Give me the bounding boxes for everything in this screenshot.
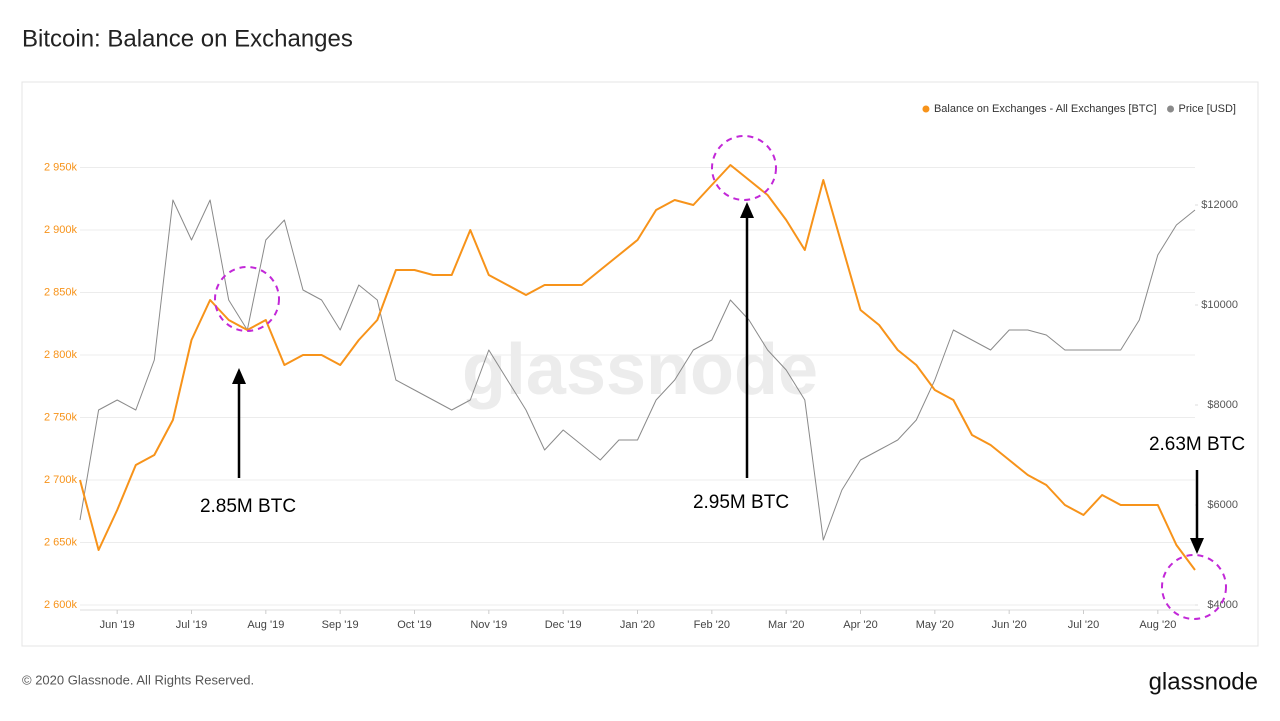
x-tick-label: Aug '19 [247, 619, 284, 631]
x-tick-label: Aug '20 [1139, 619, 1176, 631]
circle [1161, 554, 1227, 620]
x-tick-label: May '20 [916, 619, 954, 631]
y2-tick-label: $12000 [1201, 199, 1238, 211]
y2-tick-label: $4000 [1207, 599, 1238, 611]
series-line [79, 199, 1196, 541]
y-tick-label: 2 900k [44, 224, 78, 236]
copyright: © 2020 Glassnode. All Rights Reserved. [22, 672, 254, 687]
x-tick-label: Mar '20 [768, 619, 804, 631]
x-tick-label: Nov '19 [470, 619, 507, 631]
y2-tick-label: $10000 [1201, 299, 1238, 311]
circle [711, 135, 777, 201]
y-tick-label: 2 650k [44, 536, 78, 548]
x-tick-label: Apr '20 [843, 619, 878, 631]
series-line [79, 164, 1196, 571]
y2-tick-label: $8000 [1207, 399, 1238, 411]
x-tick-label: Jul '19 [176, 619, 207, 631]
annotation: 2.85M BTC [200, 496, 296, 517]
x-tick-label: Dec '19 [545, 619, 582, 631]
x-tick-label: Jul '20 [1068, 619, 1099, 631]
legend-label: Balance on Exchanges - All Exchanges [BT… [934, 103, 1157, 115]
y-tick-label: 2 850k [44, 286, 78, 298]
y-tick-label: 2 700k [44, 474, 78, 486]
arrow-head [232, 368, 246, 384]
y-tick-label: 2 950k [44, 161, 78, 173]
y2-tick-label: $6000 [1207, 499, 1238, 511]
x-tick-label: Jun '20 [992, 619, 1027, 631]
x-tick-label: Oct '19 [397, 619, 432, 631]
y-tick-label: 2 800k [44, 349, 78, 361]
x-tick-label: Jan '20 [620, 619, 655, 631]
y-tick-label: 2 600k [44, 599, 78, 611]
legend-marker [922, 105, 930, 113]
arrow-head [740, 202, 754, 218]
watermark: glassnode [462, 330, 818, 410]
arrows [232, 202, 1204, 554]
highlight-circles [214, 135, 1227, 620]
annotation: 2.95M BTC [693, 492, 789, 513]
logo: glassnode [1149, 668, 1258, 695]
plot-area: 2 600k 2 650k 2 700k 2 750k 2 800k 2 850k 2 90… [44, 103, 1238, 631]
annotation: 2.63M BTC [1149, 434, 1245, 455]
circle [214, 266, 280, 332]
x-tick-label: Jun '19 [100, 619, 135, 631]
y-tick-label: 2 750k [44, 411, 78, 423]
arrow-head [1190, 538, 1204, 554]
chart-title: Bitcoin: Balance on Exchanges [22, 25, 353, 52]
legend-marker [1167, 105, 1175, 113]
chart-panel [21, 81, 1259, 647]
x-tick-label: Feb '20 [694, 619, 730, 631]
legend-label: Price [USD] [1179, 103, 1236, 115]
x-tick-label: Sep '19 [322, 619, 359, 631]
